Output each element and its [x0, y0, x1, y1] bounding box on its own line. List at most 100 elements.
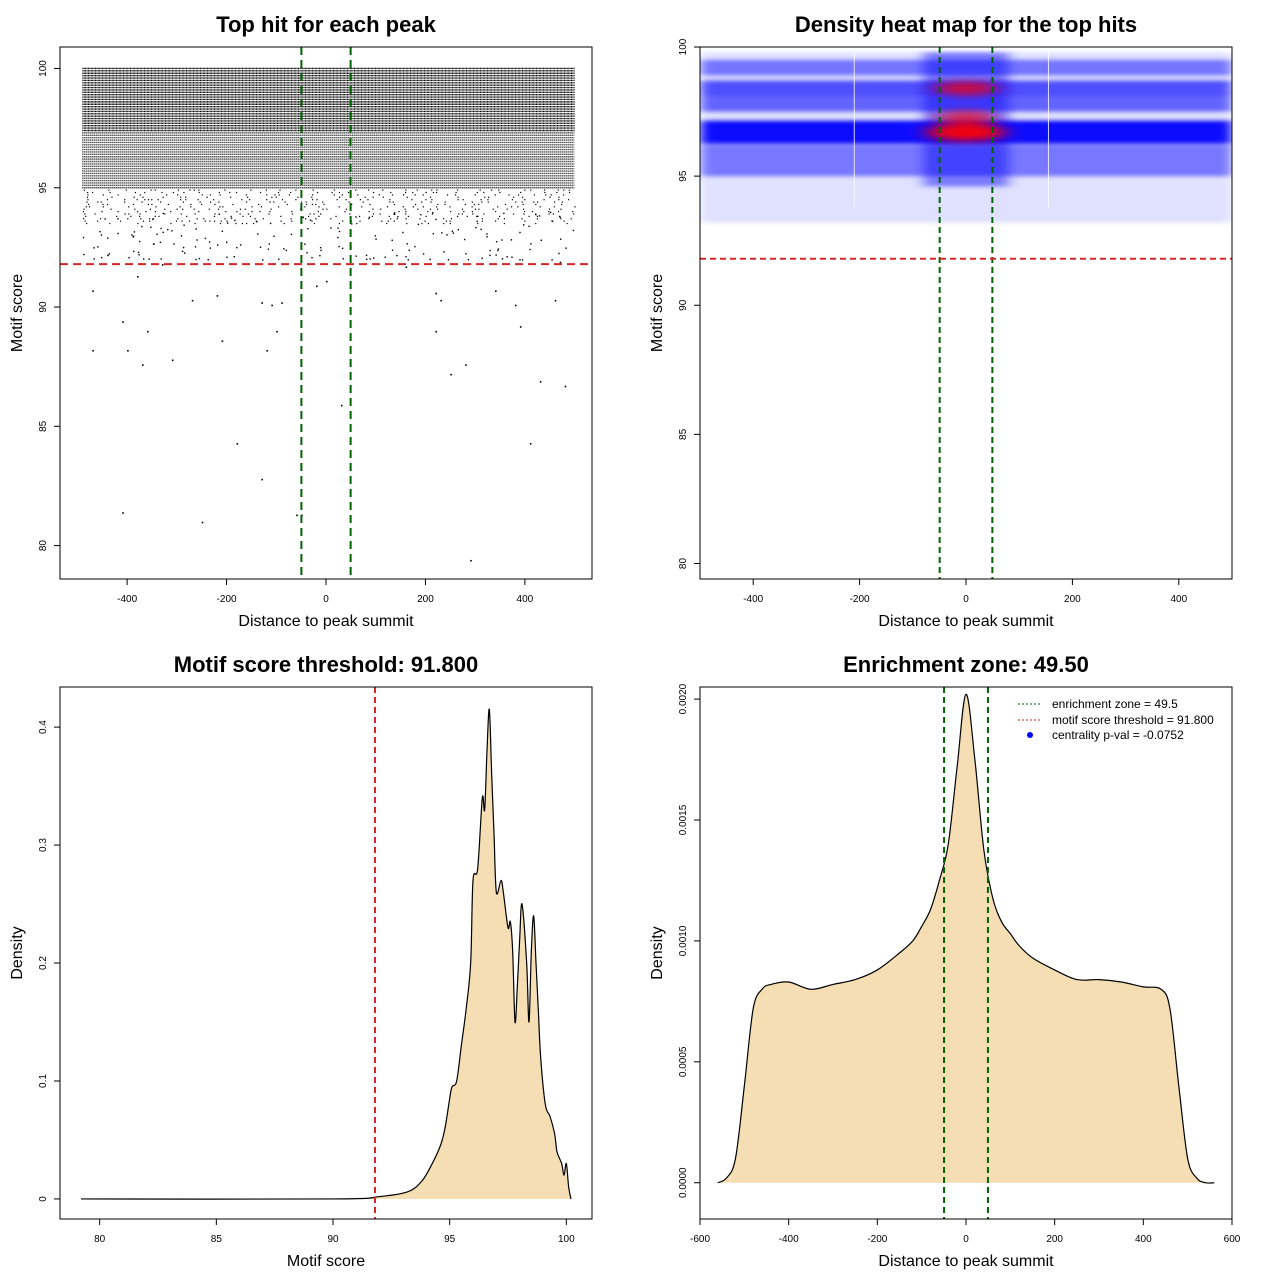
- scatter-point: [137, 211, 139, 213]
- scatter-point: [519, 259, 521, 261]
- scatter-point: [193, 189, 195, 191]
- distance-density-xtick-label: 200: [1046, 1234, 1063, 1245]
- scatter-point: [132, 235, 135, 237]
- scatter-point: [449, 222, 451, 225]
- scatter-point: [522, 224, 525, 226]
- scatter-point: [492, 208, 494, 210]
- scatter-point: [199, 201, 201, 203]
- scatter-point: [269, 211, 271, 213]
- scatter-point: [519, 326, 522, 328]
- scatter-point: [431, 213, 433, 215]
- scatter-point: [435, 292, 437, 295]
- scatter-point: [535, 213, 537, 216]
- scatter-point: [102, 203, 104, 206]
- scatter-point: [441, 232, 443, 234]
- scatter-point: [201, 521, 204, 524]
- scatter-point: [262, 218, 264, 220]
- scatter-point: [347, 191, 350, 194]
- scatter-point: [429, 196, 432, 198]
- scatter-point: [87, 191, 89, 194]
- scatter-point: [235, 222, 237, 225]
- scatter-point: [132, 250, 135, 253]
- scatter-point: [412, 206, 414, 208]
- scatter-point: [110, 208, 112, 210]
- scatter-point: [219, 222, 222, 225]
- scatter-point: [188, 220, 191, 222]
- scatter-point: [180, 196, 182, 198]
- scatter-point: [127, 349, 129, 352]
- scatter-point: [404, 208, 406, 210]
- scatter-point: [437, 208, 439, 210]
- scatter-point: [138, 215, 141, 217]
- scatter-point: [514, 304, 517, 307]
- scatter-xtick-label: 0: [323, 594, 329, 605]
- scatter-point: [490, 189, 493, 191]
- scatter-point: [446, 234, 448, 236]
- scatter-point: [345, 199, 347, 201]
- scatter-point: [134, 208, 136, 210]
- scatter-point: [359, 199, 361, 201]
- scatter-point: [182, 201, 184, 203]
- scatter-point: [148, 218, 151, 220]
- scatter-point: [102, 206, 105, 208]
- scatter-point: [559, 261, 562, 264]
- scatter-point: [87, 199, 89, 201]
- score-density-ylabel: Density: [9, 926, 26, 979]
- scatter-point: [172, 191, 175, 194]
- scatter-point: [316, 191, 319, 194]
- scatter-point: [144, 199, 146, 201]
- scatter-frame: [59, 46, 593, 580]
- scatter-point: [92, 349, 94, 352]
- scatter-point: [101, 256, 103, 259]
- scatter-point: [280, 220, 282, 222]
- scatter-point: [241, 222, 244, 225]
- scatter-point: [463, 238, 466, 241]
- scatter-point: [524, 220, 526, 222]
- scatter-point: [279, 189, 281, 191]
- scatter-point: [162, 196, 164, 198]
- scatter-point: [533, 194, 536, 196]
- scatter-point: [160, 227, 162, 230]
- scatter-point: [533, 201, 535, 203]
- scatter-point: [333, 194, 335, 196]
- scatter-point: [217, 208, 220, 210]
- scatter-point: [99, 230, 101, 233]
- scatter-point: [102, 194, 104, 196]
- scatter-point: [390, 191, 392, 194]
- scatter-point: [543, 189, 546, 191]
- scatter-point: [337, 236, 339, 239]
- scatter-point: [521, 201, 523, 203]
- scatter-point: [181, 250, 184, 253]
- scatter-point: [209, 247, 212, 249]
- scatter-point: [266, 194, 268, 196]
- scatter-point: [198, 191, 200, 194]
- scatter-point: [358, 215, 361, 217]
- scatter-point: [497, 206, 499, 208]
- scatter-point: [175, 220, 178, 222]
- scatter-point: [474, 194, 476, 196]
- scatter-point: [221, 230, 224, 232]
- scatter-point: [568, 199, 570, 201]
- heatmap-ytick-label: 90: [678, 299, 689, 311]
- scatter-point: [481, 257, 483, 259]
- scatter-point: [540, 239, 542, 241]
- scatter-point: [498, 189, 500, 191]
- scatter-point: [458, 213, 460, 215]
- scatter-point: [224, 218, 226, 220]
- scatter-point: [107, 254, 109, 257]
- scatter-point: [412, 191, 414, 194]
- scatter-point: [277, 206, 280, 208]
- scatter-point: [342, 258, 344, 260]
- scatter-point: [568, 191, 571, 194]
- heatmap-xtick-label: 200: [1064, 594, 1081, 605]
- scatter-point: [155, 206, 157, 208]
- scatter-point: [487, 196, 490, 198]
- scatter-point: [271, 304, 273, 307]
- scatter-point: [177, 194, 179, 196]
- scatter-point: [128, 213, 130, 215]
- scatter-point: [503, 222, 505, 225]
- scatter-point: [183, 191, 185, 194]
- scatter-point: [558, 252, 560, 255]
- scatter-point: [478, 208, 480, 210]
- scatter-point: [564, 385, 567, 388]
